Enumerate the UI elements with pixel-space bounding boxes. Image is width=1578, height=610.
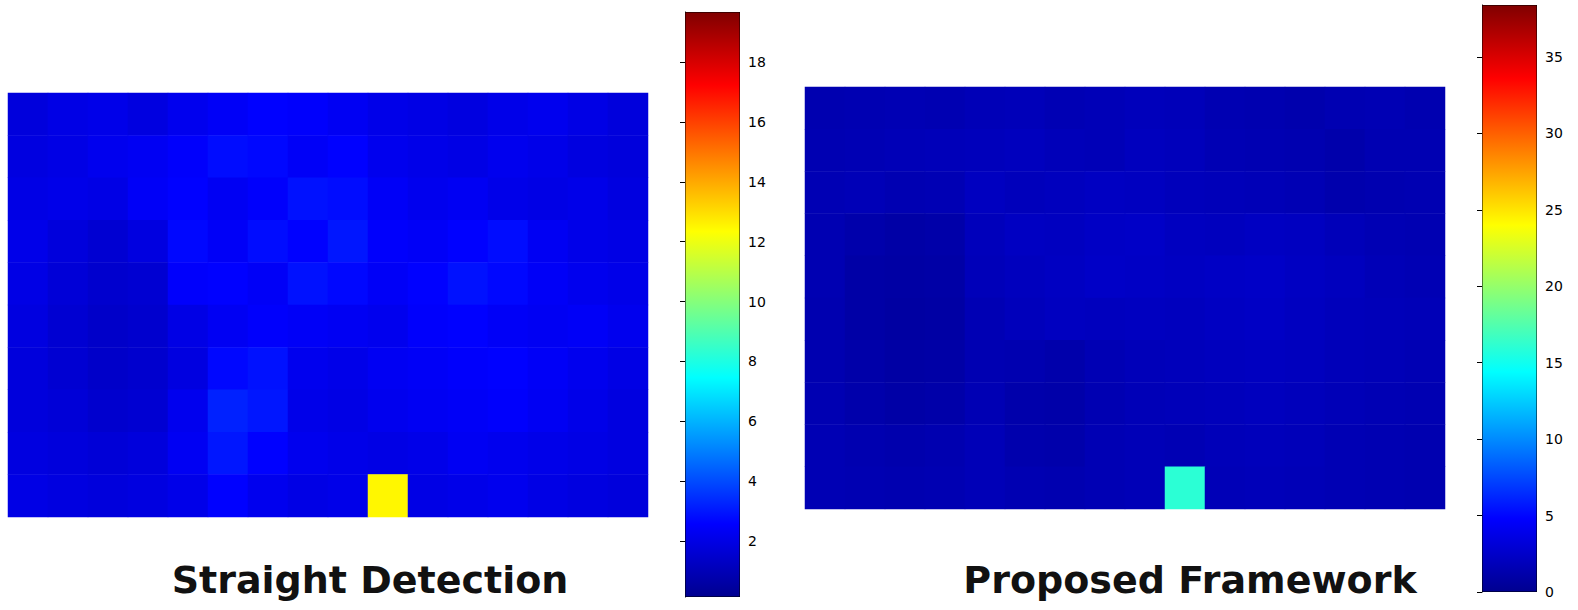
svg-text:10: 10: [1545, 431, 1563, 447]
svg-text:25: 25: [1545, 202, 1563, 218]
svg-text:16: 16: [748, 114, 766, 130]
svg-text:Straight Detection: Straight Detection: [172, 558, 569, 602]
svg-text:4: 4: [748, 473, 757, 489]
svg-text:Proposed Framework: Proposed Framework: [963, 558, 1417, 602]
svg-text:5: 5: [1545, 508, 1554, 524]
svg-text:2: 2: [748, 533, 757, 549]
svg-text:10: 10: [748, 294, 766, 310]
svg-text:20: 20: [1545, 278, 1563, 294]
svg-text:6: 6: [748, 413, 757, 429]
svg-text:0: 0: [1545, 584, 1554, 600]
svg-text:8: 8: [748, 353, 757, 369]
svg-text:18: 18: [748, 54, 766, 70]
svg-text:14: 14: [748, 174, 766, 190]
svg-text:35: 35: [1545, 49, 1563, 65]
svg-text:30: 30: [1545, 125, 1563, 141]
svg-text:15: 15: [1545, 355, 1563, 371]
svg-text:12: 12: [748, 234, 766, 250]
